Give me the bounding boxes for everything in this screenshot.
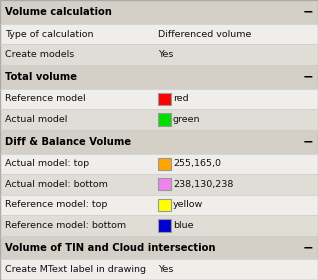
Bar	[0, 215, 318, 236]
Bar	[0, 260, 318, 280]
Text: 255,165,0: 255,165,0	[173, 159, 221, 168]
Bar	[0, 109, 318, 130]
Text: red: red	[173, 94, 189, 103]
Bar	[158, 199, 171, 211]
Text: Volume of TIN and Cloud intersection: Volume of TIN and Cloud intersection	[5, 242, 216, 253]
Text: Create MText label in drawing: Create MText label in drawing	[5, 265, 146, 274]
Bar	[0, 153, 318, 174]
Bar	[0, 236, 318, 260]
Text: −: −	[302, 5, 313, 18]
Text: blue: blue	[173, 221, 193, 230]
Text: green: green	[173, 115, 200, 124]
Text: Actual model: bottom: Actual model: bottom	[5, 180, 108, 189]
Text: Volume calculation: Volume calculation	[5, 7, 112, 17]
Text: Reference model: Reference model	[5, 94, 86, 103]
Bar	[0, 65, 318, 89]
Bar	[158, 158, 171, 170]
Text: Diff & Balance Volume: Diff & Balance Volume	[5, 137, 131, 147]
Bar	[158, 93, 171, 105]
Text: Reference model: top: Reference model: top	[5, 200, 107, 209]
Text: yellow: yellow	[173, 200, 203, 209]
Text: Yes: Yes	[158, 50, 173, 59]
Text: Create models: Create models	[5, 50, 74, 59]
Bar	[0, 44, 318, 65]
Bar	[0, 0, 318, 24]
Text: −: −	[302, 135, 313, 148]
Text: Differenced volume: Differenced volume	[158, 30, 251, 39]
Bar	[0, 89, 318, 109]
Bar	[0, 24, 318, 44]
Text: Actual model: top: Actual model: top	[5, 159, 89, 168]
Text: 238,130,238: 238,130,238	[173, 180, 233, 189]
Text: Reference model: bottom: Reference model: bottom	[5, 221, 126, 230]
Text: −: −	[302, 241, 313, 254]
Bar	[0, 174, 318, 195]
Text: Total volume: Total volume	[5, 72, 77, 82]
Text: Actual model: Actual model	[5, 115, 67, 124]
Text: Yes: Yes	[158, 265, 173, 274]
Text: −: −	[302, 70, 313, 83]
Bar	[158, 178, 171, 190]
Bar	[0, 130, 318, 153]
Bar	[158, 219, 171, 232]
Bar	[0, 195, 318, 215]
Text: Type of calculation: Type of calculation	[5, 30, 93, 39]
Bar	[158, 113, 171, 126]
